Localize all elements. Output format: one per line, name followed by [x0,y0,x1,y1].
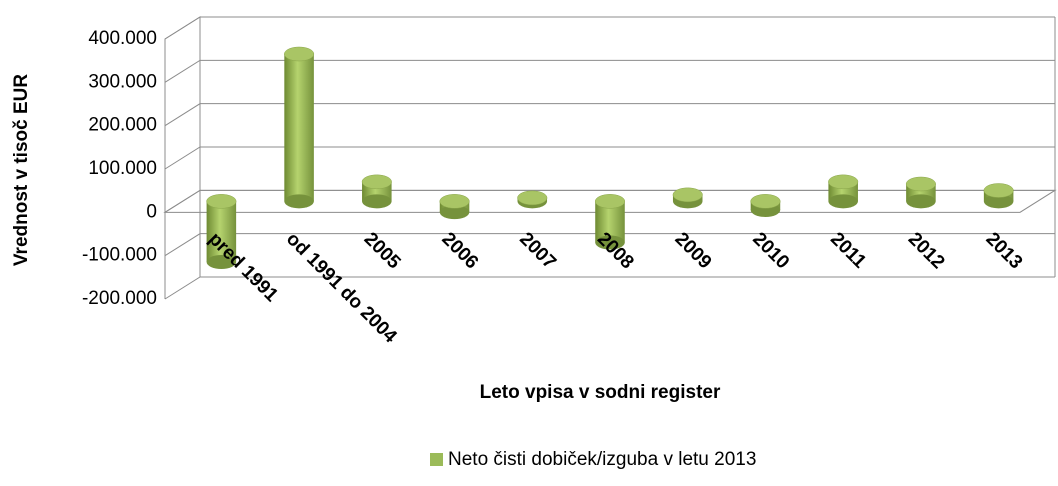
bar-top [750,194,781,209]
grid-line [164,103,1055,127]
legend-label: Neto čisti dobiček/izguba v letu 2013 [448,449,756,470]
x-tick-label: 2007 [515,229,560,274]
bar [206,194,237,269]
grid-line [164,146,1055,170]
bar-bottom [362,194,392,209]
bar-bottom [206,255,237,269]
bar-bottom [983,194,1014,209]
y-tick-label: 100.000 [88,158,157,179]
bar-bottom [828,194,858,209]
x-tick-label: 2009 [671,229,716,274]
bar-top [439,194,470,209]
bar-bottom [439,205,470,220]
y-tick-label: 300.000 [88,71,157,92]
bar-top [284,46,315,62]
x-tick-label: 2006 [437,229,482,274]
bar-bottom [906,194,936,209]
bar-top [517,190,548,206]
grid-line [164,16,1055,40]
y-tick-label: -200.000 [82,288,157,309]
bar-body [206,201,237,262]
bar-top [672,187,703,203]
bar-bottom [284,194,314,209]
x-tick-label: 2012 [904,229,949,274]
y-tick-label: 0 [146,201,157,222]
grid-line [164,233,1055,257]
bar [983,183,1014,209]
bar-top [905,176,936,192]
bar [594,194,626,250]
bar [284,46,315,209]
grid-line [164,59,1055,83]
bar-top [361,174,392,190]
x-tick-label: 2010 [748,229,793,274]
bar [905,176,936,209]
legend-swatch [430,453,443,466]
bar-body [284,54,314,202]
bar-top [206,194,237,209]
x-tick-label: 2005 [360,229,405,274]
y-tick-label: -100.000 [82,245,157,266]
bar-top [828,174,859,190]
grid-line [164,276,1055,300]
x-tick-label: 2013 [982,229,1027,274]
y-axis-title: Vrednost v tisoč EUR [11,74,32,266]
bar [517,190,548,209]
bar [672,187,703,209]
bar [361,174,392,209]
x-axis-title: Leto vpisa v sodni register [480,382,721,403]
bar [439,194,470,220]
y-tick-label: 200.000 [88,115,157,136]
x-tick-label: 2011 [826,229,870,273]
bar-bottom [595,235,625,250]
bar [828,174,859,209]
bar-top [594,194,626,209]
y-tick-label: 400.000 [88,28,157,49]
floor [163,189,1057,213]
bar [750,194,781,217]
bar-top [983,183,1014,198]
